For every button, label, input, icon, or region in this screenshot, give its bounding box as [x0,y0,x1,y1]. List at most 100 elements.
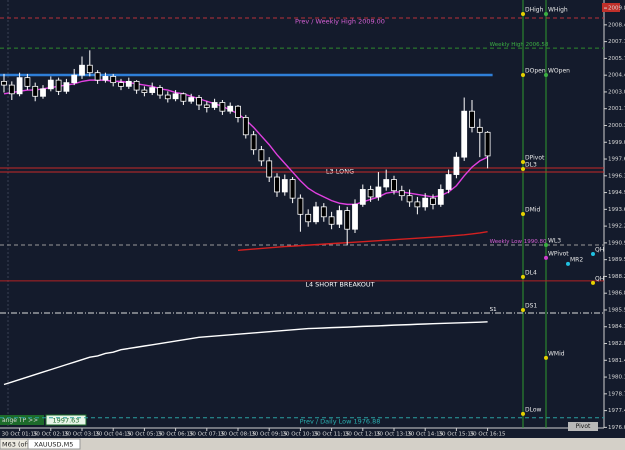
candle-body [484,131,491,157]
pivot-dot [566,261,570,266]
candle-body [461,110,468,158]
y-tick-label: 1997.65 [608,157,625,163]
candle-body [344,210,351,230]
y-tick-label: 1994.95 [608,190,625,196]
pivot-label: QH [595,275,604,282]
y-tick-label: 1993.60 [608,207,625,213]
y-tick-label: 1992.25 [608,224,625,230]
y-tick-label: 1984.15 [608,324,625,330]
candle-body [289,179,296,199]
tp-box [0,415,44,425]
tp-value-box [45,414,87,426]
candle-body [196,97,202,106]
x-tick-label: 30 Oct 14:15 [407,432,443,438]
y-tick-label: 1978.75 [608,391,625,397]
candle-body [336,210,343,225]
y-tick-label: 1986.85 [608,291,625,297]
candle-body [437,189,444,205]
candle-body [172,93,179,100]
candle-body [164,94,171,100]
candle-body [266,160,273,178]
candle-body [367,189,374,198]
candle-body [383,179,390,188]
candle-body [414,201,421,208]
candle-body [110,76,117,84]
tab[interactable] [27,438,81,450]
x-tick-label: 30 Oct 15:15 [438,432,474,438]
pivot-label: WMid [548,350,565,357]
candle-body [375,186,382,198]
y-tick-label: 2000.35 [608,123,625,129]
tp-label: ange TP >> [2,417,38,424]
candle-body [125,80,132,87]
x-tick-label: 30 Oct 05:15 [126,432,162,438]
x-tick-label: 30 Oct 02:15 [33,432,69,438]
candle-body [94,72,101,81]
candle-body [24,77,31,87]
candle-body [359,189,366,205]
x-tick-label: 30 Oct 09:15 [251,432,287,438]
y-tick-label: 2007.10 [608,39,625,45]
candle-body [157,87,163,96]
y-tick-label: 1982.80 [608,341,625,347]
x-tick-label: 30 Oct 12:15 [345,432,381,438]
pivot-label: WPivot [548,250,569,257]
level-label: Prev / Daily Low 1976.88 [300,417,381,425]
pivot-label: DOpen [525,68,546,75]
tab-bar [0,438,625,450]
candle-body [1,80,7,86]
x-tick-label: 30 Oct 08:15 [220,432,256,438]
candle-body [313,206,319,223]
candle-body [453,156,460,175]
candle-body [8,84,15,95]
pivot-dot [521,12,525,17]
y-tick-label: 2003.05 [608,89,625,95]
candle-body [55,79,62,92]
candle-body [133,80,140,91]
candle-body [63,82,70,92]
candle-body [79,64,85,76]
pivot-button-label[interactable]: Pivot [576,423,591,430]
y-tick-label: 1988.20 [608,274,625,280]
x-tick-label: 30 Oct 03:15 [64,432,100,438]
candle-body [352,203,358,230]
pivot-label: DL3 [525,161,537,168]
pivot-label: WHigh [548,7,568,14]
x-tick-label: 30 Oct 01:15 [2,432,38,438]
candle-body [469,110,475,128]
candle-body [430,197,436,205]
pivot-label: QH [595,246,604,253]
candle-body [406,195,413,203]
x-tick-label: 30 Oct 07:15 [189,432,225,438]
candle-body [102,76,109,81]
candle-body [242,117,249,136]
indicator-line [3,321,488,386]
x-tick-label: 30 Oct 04:15 [95,432,131,438]
pivot-label: DMid [525,206,540,213]
close-button[interactable] [602,3,620,12]
candle-body [40,88,46,97]
tab-label[interactable]: M63 (offline) [2,441,43,449]
y-tick-label: 1981.45 [608,358,625,364]
level-label: L4 SHORT BREAKOUT [305,280,374,288]
tp-value: 1997.63 [53,417,80,425]
tab-label[interactable]: XAUUSD,M5 [34,441,73,449]
candle-body [305,213,312,223]
candle-body [118,82,124,87]
y-tick-label: 2001.70 [608,106,625,112]
pivot-dot [544,73,548,78]
candle-body [328,216,335,225]
candle-body [211,102,218,108]
candle-body [180,93,187,102]
level-label: Weekly High 2006.58 [490,42,549,48]
pivot-dot [591,280,595,285]
pivot-dot [521,411,525,416]
candle-body [445,174,452,190]
x-tick-label: 30 Oct 11:15 [314,432,350,438]
pivot-button[interactable] [568,422,598,431]
candle-body [235,105,241,118]
y-tick-label: 1999.00 [608,140,625,146]
x-tick-label: 30 Oct 13:15 [376,432,412,438]
